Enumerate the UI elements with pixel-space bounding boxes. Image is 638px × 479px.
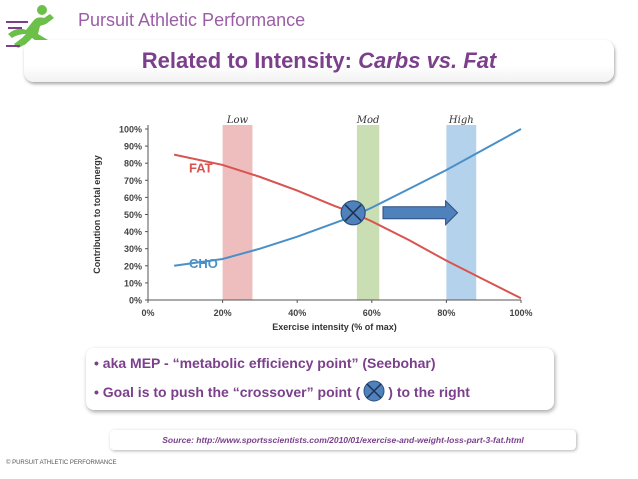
bullet-mep-text: aka MEP - “metabolic efficiency point” (… xyxy=(102,355,436,371)
band-low xyxy=(222,125,253,300)
arrow-right-icon xyxy=(382,199,459,226)
x-tick-label: 100% xyxy=(509,308,532,318)
title-box xyxy=(24,40,614,82)
bullet-marker: • xyxy=(94,384,99,400)
bullet-marker: • xyxy=(94,355,99,371)
slide-title: Related to Intensity: Carbs vs. Fat xyxy=(0,48,638,74)
slide-title-main: Related to Intensity: xyxy=(141,48,359,73)
band-label-low: Low xyxy=(226,115,249,126)
bullet-goal-text-before: Goal is to push the “crossover” point ( xyxy=(102,384,361,400)
series-label-cho: CHO xyxy=(189,256,218,271)
x-tick-label: 0% xyxy=(141,308,154,318)
slide-title-emphasis: Carbs vs. Fat xyxy=(358,48,497,73)
bullet-goal: • Goal is to push the “crossover” point … xyxy=(94,380,470,402)
source-citation: Source: http://www.sportsscientists.com/… xyxy=(110,430,576,450)
crossover-x-line xyxy=(344,204,362,222)
y-tick-label: 0% xyxy=(129,296,142,306)
copyright: © PURSUIT ATHLETIC PERFORMANCE xyxy=(6,460,117,466)
y-tick-label: 50% xyxy=(124,210,142,220)
crossover-marker-icon xyxy=(363,380,385,402)
brand-title: Pursuit Athletic Performance xyxy=(78,10,306,30)
x-tick-label: 80% xyxy=(437,308,455,318)
y-tick-label: 100% xyxy=(119,125,142,135)
energy-contribution-chart: Low Mod High 0% 10% 20% 30% 40% 50% 60% 70% 80% 90% 1… xyxy=(92,115,533,332)
bullet-goal-text-after: ) to the right xyxy=(388,384,470,400)
x-tick-label: 40% xyxy=(288,308,306,318)
y-tick-label: 60% xyxy=(124,193,142,203)
y-tick-label: 80% xyxy=(124,159,142,169)
y-tick-label: 30% xyxy=(124,244,142,254)
x-axis-label: Exercise intensity (% of max) xyxy=(272,322,397,332)
y-tick-label: 40% xyxy=(124,227,142,237)
band-label-mod: Mod xyxy=(356,115,380,126)
y-tick-label: 90% xyxy=(124,142,142,152)
bullet-mep: • aka MEP - “metabolic efficiency point”… xyxy=(94,355,436,371)
y-axis-label: Contribution to total energy xyxy=(92,155,102,274)
bullet-box: • aka MEP - “metabolic efficiency point”… xyxy=(86,348,554,410)
x-tick-label: 20% xyxy=(214,308,232,318)
series-label-fat: FAT xyxy=(189,161,213,176)
y-tick-label: 20% xyxy=(124,261,142,271)
y-tick-label: 70% xyxy=(124,176,142,186)
band-label-high: High xyxy=(448,115,474,126)
x-tick-label: 60% xyxy=(363,308,381,318)
y-tick-label: 10% xyxy=(124,278,142,288)
band-mod xyxy=(356,125,380,300)
